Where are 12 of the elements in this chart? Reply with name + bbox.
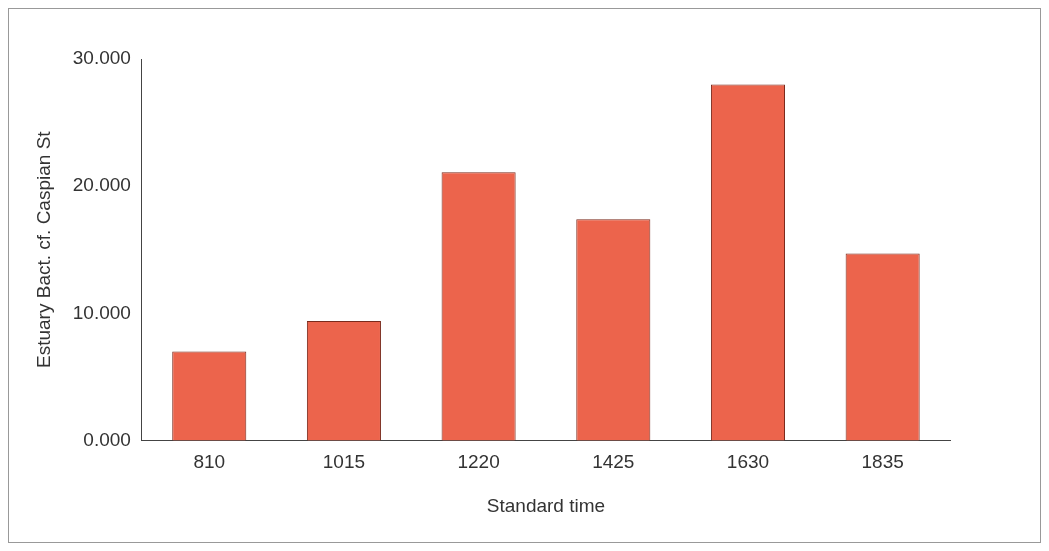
x-tick-label: 1835 [861,451,904,473]
x-tick-label: 810 [193,451,226,473]
y-tick-label: 20.000 [72,174,131,196]
y-tick-label: 10.000 [72,301,131,323]
y-tick-label: 30.000 [72,47,131,69]
x-tick-label: 1220 [457,451,500,473]
x-tick-label: 1015 [322,451,366,473]
x-tick-label: 1425 [592,451,635,473]
y-tick-label: 0.000 [83,428,131,450]
x-axis-title: Standard time [486,494,606,516]
y-axis-title: Estuary Bact. cf. Caspian St [32,130,54,368]
x-tick-label: 1630 [726,451,770,473]
